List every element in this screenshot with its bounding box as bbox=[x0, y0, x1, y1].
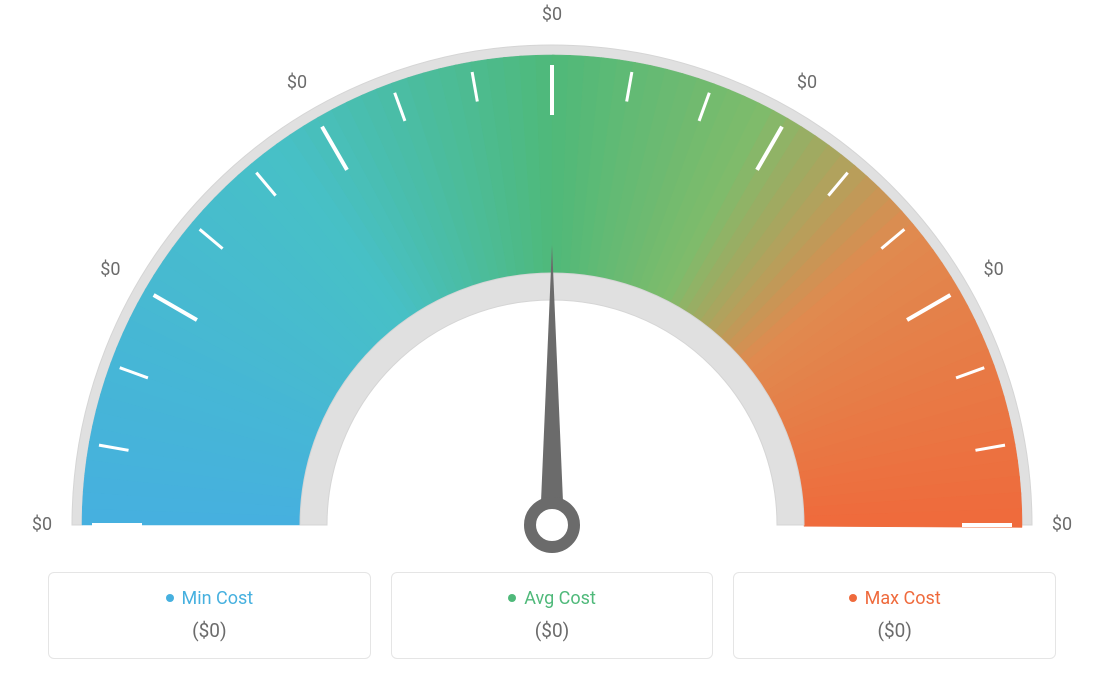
gauge-needle-base bbox=[530, 503, 574, 547]
legend-card-min: Min Cost ($0) bbox=[48, 572, 371, 659]
legend-title-min: Min Cost bbox=[166, 588, 254, 609]
tick-label: $0 bbox=[1052, 514, 1072, 535]
tick-label: $0 bbox=[984, 259, 1004, 280]
legend-label: Min Cost bbox=[182, 588, 254, 609]
legend-value: ($0) bbox=[59, 619, 360, 642]
legend-value: ($0) bbox=[402, 619, 703, 642]
legend-card-avg: Avg Cost ($0) bbox=[391, 572, 714, 659]
tick-label: $0 bbox=[797, 72, 817, 93]
legend-card-max: Max Cost ($0) bbox=[733, 572, 1056, 659]
legend-dot-max bbox=[849, 594, 857, 602]
legend-title-avg: Avg Cost bbox=[508, 588, 596, 609]
legend-value: ($0) bbox=[744, 619, 1045, 642]
tick-label: $0 bbox=[287, 72, 307, 93]
gauge-chart: $0 $0 $0 $0 $0 $0 $0 bbox=[0, 0, 1104, 560]
legend-dot-avg bbox=[508, 594, 516, 602]
tick-label: $0 bbox=[542, 4, 562, 25]
legend-row: Min Cost ($0) Avg Cost ($0) Max Cost ($0… bbox=[0, 560, 1104, 659]
gauge-svg: $0 $0 $0 $0 $0 $0 $0 bbox=[0, 0, 1104, 560]
legend-dot-min bbox=[166, 594, 174, 602]
tick-label: $0 bbox=[100, 259, 120, 280]
legend-title-max: Max Cost bbox=[849, 588, 941, 609]
tick-label: $0 bbox=[32, 514, 52, 535]
legend-label: Max Cost bbox=[865, 588, 941, 609]
legend-label: Avg Cost bbox=[524, 588, 596, 609]
